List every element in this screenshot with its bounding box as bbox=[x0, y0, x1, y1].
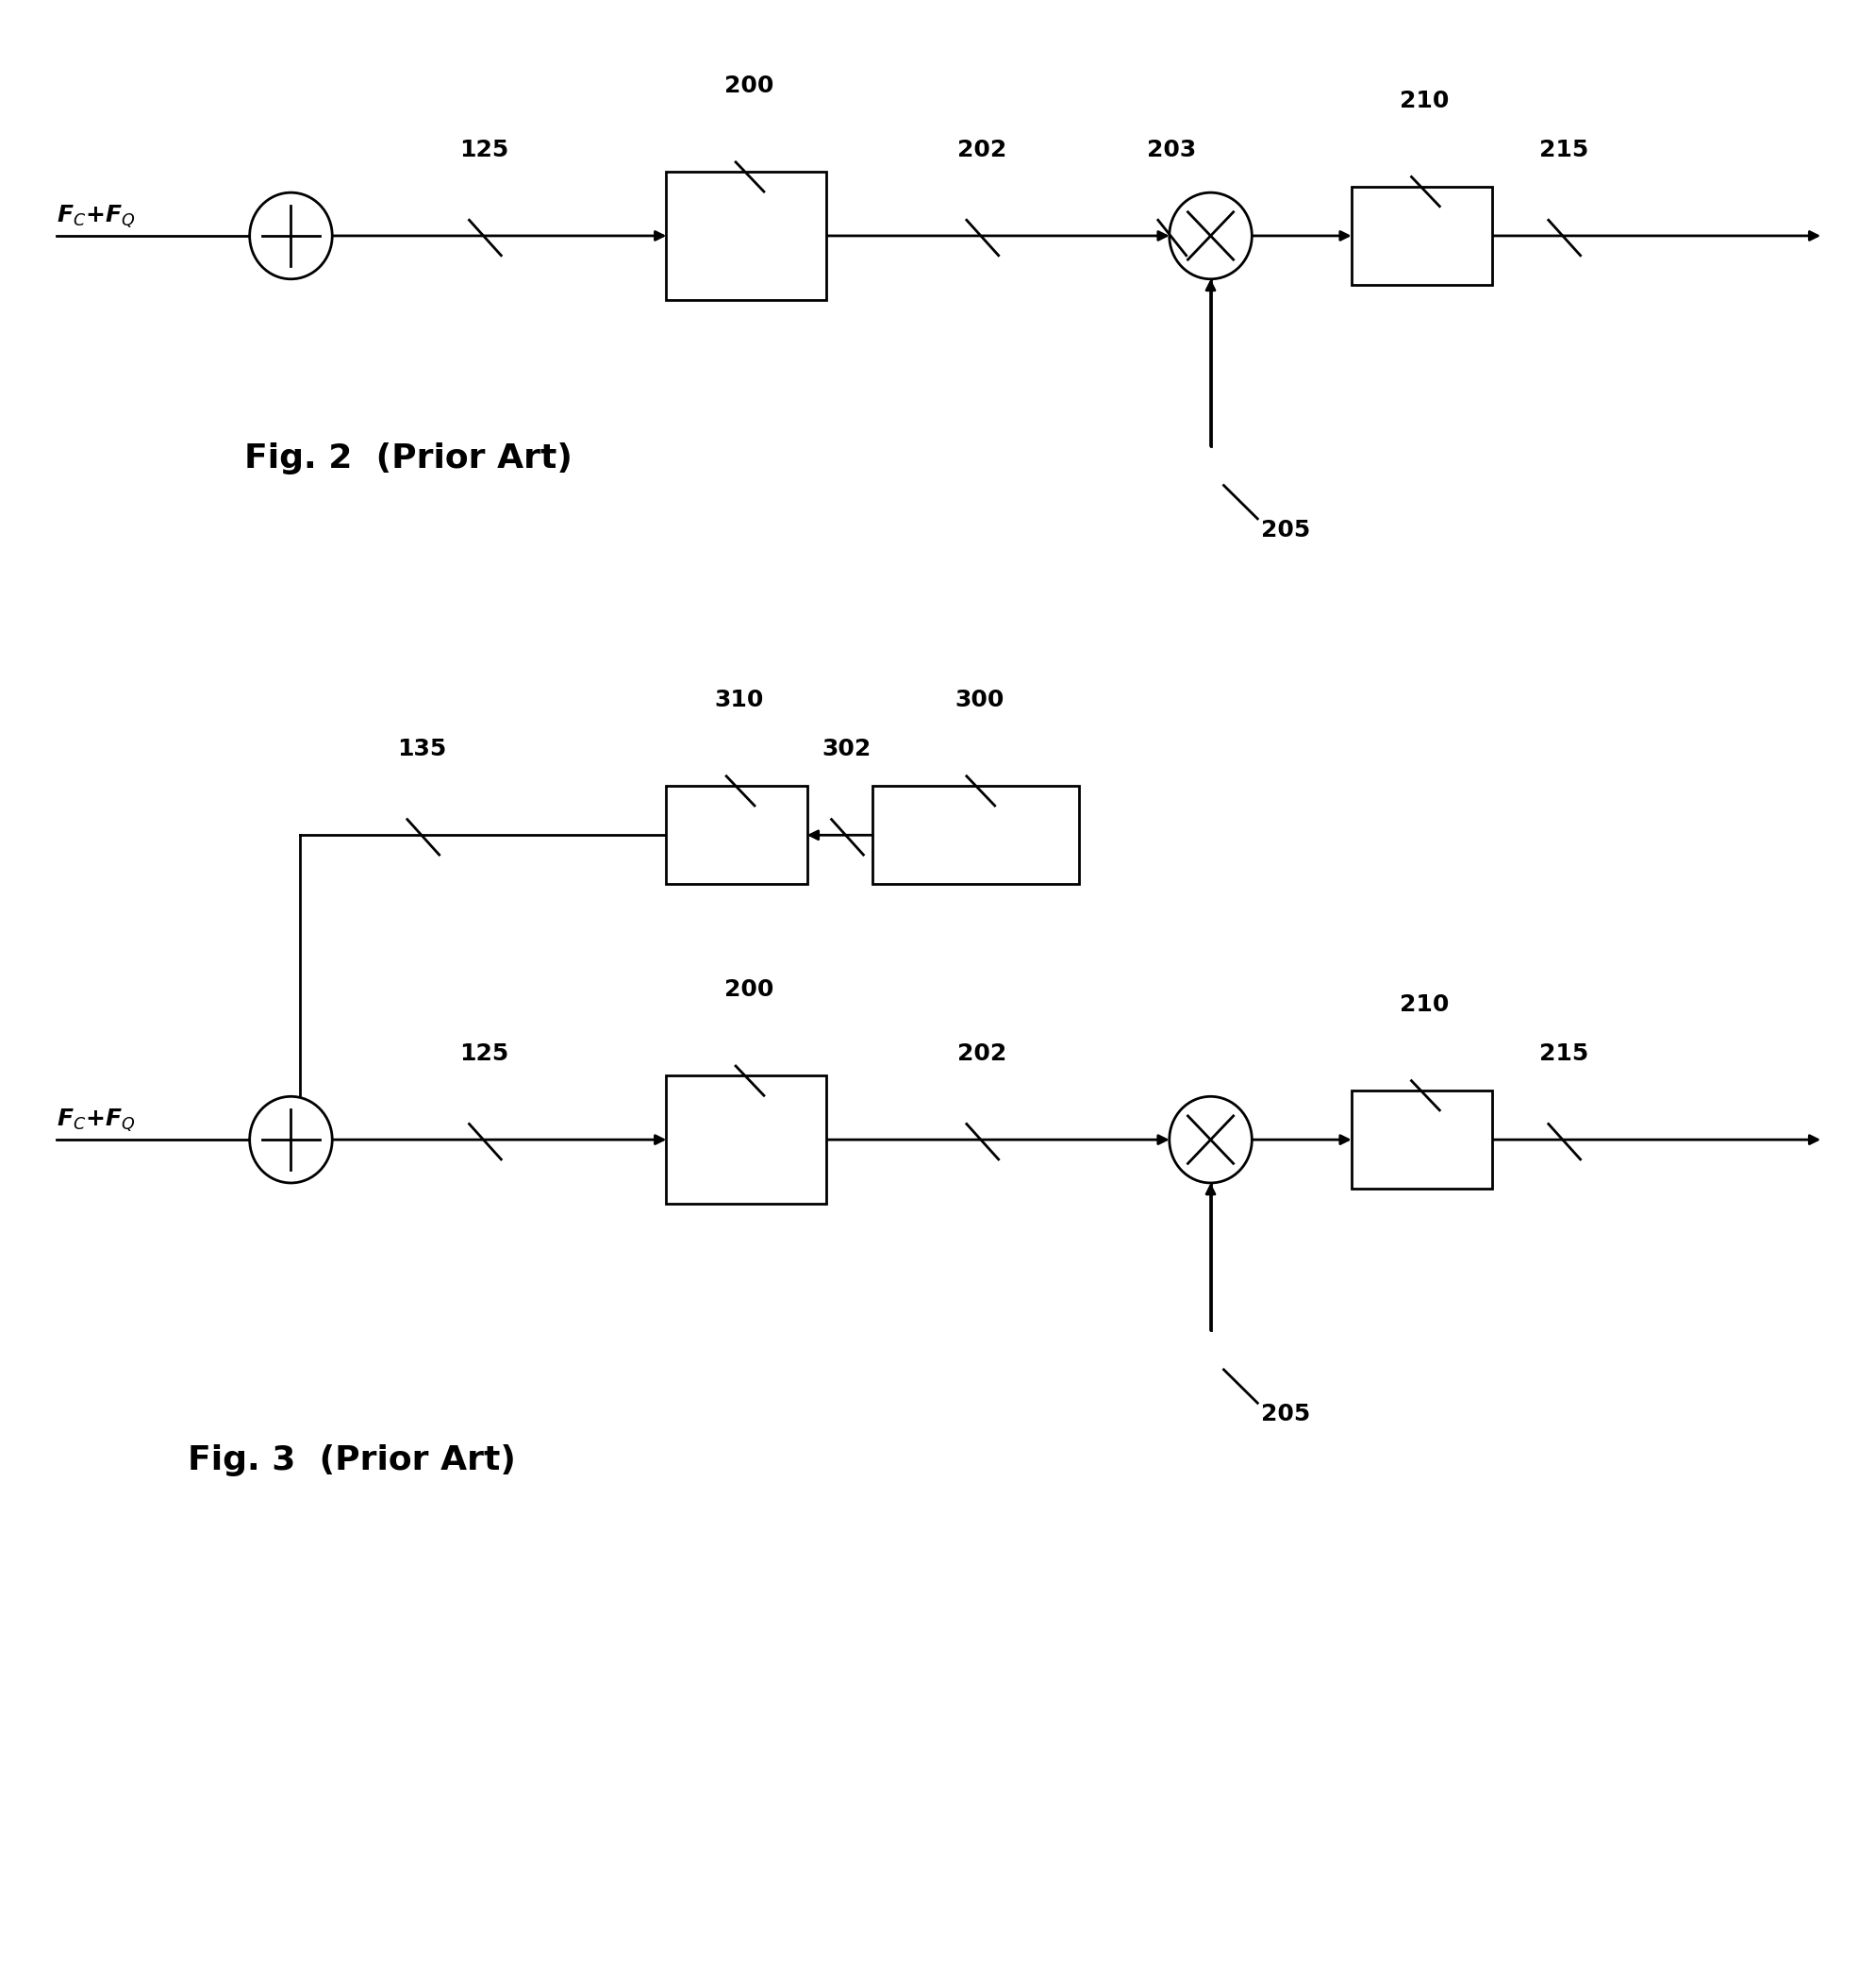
Circle shape bbox=[1169, 193, 1251, 279]
Text: 125: 125 bbox=[460, 1041, 508, 1065]
Bar bbox=[1351, 1091, 1491, 1189]
Text: 205: 205 bbox=[1261, 1403, 1309, 1427]
Circle shape bbox=[250, 1096, 332, 1183]
Text: 205: 205 bbox=[1261, 519, 1309, 542]
Text: Fig. 3  (Prior Art): Fig. 3 (Prior Art) bbox=[188, 1444, 516, 1476]
Bar bbox=[872, 786, 1079, 884]
Text: 200: 200 bbox=[724, 75, 773, 98]
Text: 203: 203 bbox=[1146, 138, 1195, 161]
Text: 202: 202 bbox=[957, 1041, 1006, 1065]
Text: F$_C$+F$_Q$: F$_C$+F$_Q$ bbox=[56, 204, 135, 230]
Text: 210: 210 bbox=[1399, 88, 1448, 112]
Text: 302: 302 bbox=[822, 737, 870, 760]
Circle shape bbox=[250, 193, 332, 279]
Bar bbox=[666, 786, 807, 884]
Text: 125: 125 bbox=[460, 138, 508, 161]
Text: 300: 300 bbox=[955, 688, 1004, 711]
Text: F$_C$+F$_Q$: F$_C$+F$_Q$ bbox=[56, 1108, 135, 1134]
Bar bbox=[1351, 187, 1491, 285]
Bar bbox=[666, 171, 825, 301]
Text: 135: 135 bbox=[398, 737, 446, 760]
Bar bbox=[666, 1077, 825, 1203]
Text: 310: 310 bbox=[715, 688, 764, 711]
Text: Fig. 2  (Prior Art): Fig. 2 (Prior Art) bbox=[244, 442, 572, 474]
Text: 210: 210 bbox=[1399, 992, 1448, 1016]
Text: 215: 215 bbox=[1538, 1041, 1587, 1065]
Circle shape bbox=[1169, 1096, 1251, 1183]
Text: 215: 215 bbox=[1538, 138, 1587, 161]
Text: 202: 202 bbox=[957, 138, 1006, 161]
Text: 200: 200 bbox=[724, 979, 773, 1002]
